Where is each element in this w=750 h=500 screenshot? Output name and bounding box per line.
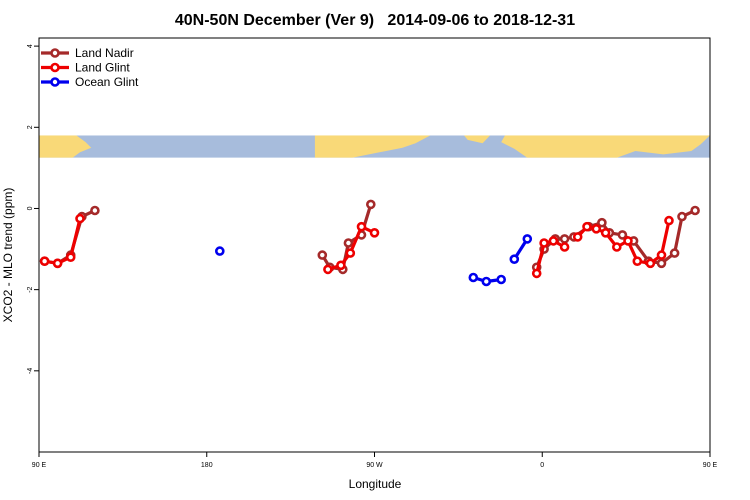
land-glint-point-1-0	[323, 264, 333, 275]
land-nadir-point-2-12	[669, 248, 680, 258]
map-land-north-america	[314, 135, 431, 158]
series-land-glint	[39, 213, 674, 279]
series-land-nadir	[39, 199, 700, 275]
land-nadir-point-2-13	[677, 211, 687, 222]
ocean-glint-point-1-1	[481, 276, 492, 287]
y-tick-label-3: -2	[27, 286, 34, 292]
plot-frame	[38, 37, 711, 453]
ocean-glint-point-1-2	[496, 274, 507, 285]
land-glint-point-3-7	[645, 258, 656, 269]
land-glint-point-1-4	[369, 228, 380, 238]
legend-label-ocean-glint: Ocean Glint	[75, 75, 139, 89]
legend-marker-ocean-glint	[50, 77, 60, 87]
land-nadir-point-2-8	[617, 230, 628, 240]
land-glint-point-3-1	[582, 221, 592, 232]
world-map-band	[39, 135, 710, 158]
map-land-asia-west	[39, 135, 92, 158]
legend-marker-land-glint	[50, 62, 60, 73]
series-ocean-glint	[215, 234, 533, 287]
land-glint-point-3-3	[600, 228, 611, 238]
land-nadir-point-0-4	[90, 205, 100, 216]
land-nadir-point-2-11	[656, 258, 667, 269]
land-nadir-point-1-0	[317, 250, 328, 260]
land-glint-point-3-2	[591, 224, 602, 234]
land-glint-point-1-2	[345, 248, 356, 258]
land-glint-point-2-1	[539, 238, 549, 248]
x-tick-label-3: 0	[540, 462, 544, 469]
y-tick-label-0: 4	[27, 44, 34, 48]
land-nadir-point-2-14	[690, 205, 700, 216]
land-glint-point-2-2	[548, 236, 559, 246]
land-glint-line-0	[44, 218, 82, 265]
x-axis: 90 E 180 90 W 0 90 E	[32, 452, 718, 469]
legend-label-land-glint: Land Glint	[75, 61, 130, 75]
ocean-glint-point-2-0	[509, 254, 520, 265]
x-tick-label-4: 90 E	[703, 462, 718, 469]
x-tick-label-0: 90 E	[32, 462, 47, 469]
land-glint-point-3-5	[623, 236, 633, 246]
y-axis-label: XCO2 - MLO trend (ppm)	[1, 188, 15, 323]
y-tick-label-4: -4	[27, 368, 34, 374]
map-land-eurasia	[501, 135, 710, 158]
x-axis-label: Longitude	[349, 477, 402, 491]
series-layer	[39, 199, 700, 287]
land-glint-point-0-0	[39, 256, 50, 267]
land-glint-point-3-6	[632, 256, 643, 267]
ocean-glint-point-0-0	[215, 246, 225, 256]
x-tick-label-1: 180	[201, 462, 213, 469]
land-nadir-point-2-3	[559, 234, 570, 244]
land-glint-point-3-4	[611, 242, 622, 252]
land-nadir-point-1-5	[365, 199, 376, 210]
land-glint-point-2-3	[559, 242, 570, 252]
land-glint-point-1-3	[356, 221, 367, 232]
y-axis: 4 2 0 -2 -4	[27, 44, 39, 374]
land-glint-point-0-3	[75, 213, 85, 224]
legend-marker-land-nadir	[50, 48, 60, 58]
ocean-glint-point-1-0	[468, 272, 479, 283]
legend-label-land-nadir: Land Nadir	[75, 46, 134, 60]
land-glint-point-0-1	[52, 258, 63, 269]
y-tick-label-2: 0	[27, 206, 34, 210]
map-land-greenland-iceland	[464, 135, 491, 144]
chart-title: 40N-50N December (Ver 9) 2014-09-06 to 2…	[175, 12, 575, 29]
x-tick-label-2: 90 W	[366, 462, 383, 469]
land-glint-point-3-0	[572, 232, 583, 242]
land-glint-point-3-9	[664, 215, 674, 226]
land-nadir-point-1-3	[343, 238, 354, 248]
land-glint-point-1-1	[336, 260, 346, 271]
land-nadir-point-2-6	[597, 217, 607, 228]
land-glint-point-2-0	[531, 268, 542, 279]
y-tick-label-1: 2	[27, 125, 34, 129]
land-glint-line-1	[327, 225, 376, 271]
land-glint-point-0-2	[65, 252, 76, 263]
ocean-glint-point-2-1	[522, 234, 533, 244]
land-glint-point-3-8	[656, 250, 667, 260]
